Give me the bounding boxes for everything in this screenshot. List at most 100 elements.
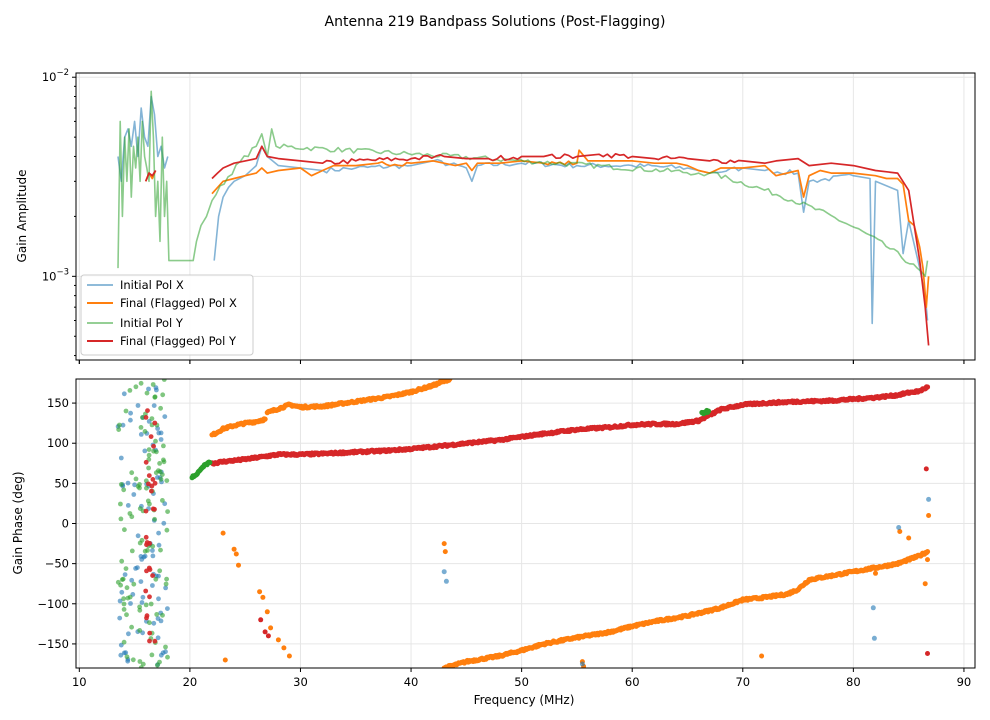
phase-point-final_x — [922, 581, 928, 587]
phase-point-initial_y — [161, 379, 167, 382]
phase-point-initial_y — [121, 639, 127, 645]
phase-point-initial_x — [119, 589, 125, 595]
amplitude-line-initial_y — [117, 90, 929, 278]
phase-point-initial_y — [129, 470, 135, 476]
amplitude-series — [117, 90, 930, 346]
phase-point-initial_x — [896, 525, 902, 530]
phase-x-tick-label: 80 — [846, 675, 861, 689]
phase-point-initial_x — [158, 652, 164, 658]
phase-point-initial_y — [127, 594, 133, 600]
phase-point-final_x — [268, 625, 274, 631]
phase-point-initial_y — [150, 382, 156, 387]
phase-x-tick-label: 90 — [957, 675, 972, 689]
phase-point-initial_x — [158, 437, 164, 442]
phase-point-final_x — [222, 657, 228, 663]
phase-point-initial_y — [152, 516, 158, 522]
phase-point-final_x — [925, 557, 930, 563]
phase-y-tick-label: 150 — [47, 396, 69, 410]
phase-point-initial_y — [129, 548, 135, 554]
phase-point-initial_x — [441, 569, 447, 575]
phase-ticks: 10 20 30 40 50 60 70 80 90 150 100 50 0 −50 −100 −150 — [37, 396, 971, 689]
phase-point-initial_y — [153, 576, 159, 582]
phase-x-tick-label: 10 — [72, 675, 87, 689]
phase-point-final_x — [262, 416, 268, 422]
phase-point-final_y — [262, 629, 268, 635]
phase-point-final_y — [144, 615, 149, 621]
phase-point-initial_x — [127, 417, 133, 423]
phase-y-tick-label: −150 — [37, 637, 69, 651]
phase-point-final_x — [264, 609, 270, 615]
phase-point-final_y — [149, 483, 155, 489]
phase-point-initial_x — [128, 410, 134, 416]
phase-point-initial_y — [144, 390, 150, 396]
phase-x-tick-label: 40 — [404, 675, 419, 689]
phase-point-initial_y — [138, 380, 144, 386]
phase-point-initial_y — [140, 661, 146, 667]
phase-point-initial_y — [137, 628, 143, 633]
figure-title: Antenna 219 Bandpass Solutions (Post-Fla… — [325, 14, 666, 30]
phase-point-final_y — [150, 573, 156, 578]
phase-point-initial_y — [148, 601, 154, 607]
phase-point-initial_x — [163, 585, 169, 591]
phase-panel: 10 20 30 40 50 60 70 80 90 150 100 50 0 −50 −100 −150 G… — [11, 378, 976, 707]
phase-point-initial_x — [158, 618, 164, 624]
phase-point-final_x — [233, 551, 239, 557]
legend-label-initial-pol-x: Initial Pol X — [120, 278, 184, 292]
phase-point-initial_x — [579, 661, 585, 667]
phase-y-axis-label: Gain Phase (deg) — [11, 471, 25, 574]
phase-point-final_x — [897, 529, 903, 534]
phase-point-final_y — [923, 466, 929, 472]
phase-point-initial_y — [164, 478, 170, 483]
phase-point-initial_x — [165, 606, 170, 611]
phase-point-final_y — [152, 506, 157, 512]
phase-point-initial_x — [128, 601, 133, 606]
phase-point-final_y — [150, 477, 156, 482]
phase-point-initial_x — [139, 600, 145, 605]
phase-point-initial_y — [124, 654, 130, 660]
phase-point-initial_y — [138, 665, 144, 668]
phase-point-final_y — [146, 473, 152, 478]
amplitude-y-axis-label: Gain Amplitude — [15, 170, 29, 263]
amplitude-y-tick-label: 10−2 — [42, 68, 69, 84]
phase-point-initial_y — [119, 558, 125, 564]
phase-point-initial_y — [153, 470, 159, 476]
phase-point-initial_y — [142, 429, 148, 434]
phase-point-initial_y — [139, 537, 145, 543]
phase-point-initial_x — [163, 649, 168, 655]
legend-label-initial-pol-y: Initial Pol Y — [120, 316, 184, 330]
phase-x-tick-label: 30 — [293, 675, 308, 689]
phase-point-final_y — [143, 508, 149, 514]
phase-point-initial_y — [143, 602, 149, 608]
phase-point-final_y — [152, 420, 158, 426]
phase-point-initial_x — [123, 650, 129, 656]
phase-y-tick-label: 0 — [62, 517, 69, 531]
phase-point-final_y — [148, 434, 154, 439]
phase-point-initial_y — [160, 498, 165, 503]
frequency-x-axis-label: Frequency (MHz) — [474, 693, 575, 707]
phase-point-initial_y — [158, 476, 164, 482]
phase-point-initial_y — [160, 612, 165, 618]
phase-point-initial_y — [118, 501, 123, 507]
legend-label-final-pol-y: Final (Flagged) Pol Y — [120, 334, 237, 348]
phase-point-initial_y — [160, 392, 166, 398]
phase-point-final_y — [149, 488, 154, 494]
phase-point-final_y — [143, 459, 149, 465]
phase-point-final_y — [151, 443, 157, 449]
phase-point-initial_x — [140, 594, 146, 600]
phase-point-initial_y — [119, 577, 125, 582]
phase-point-initial_y — [118, 482, 124, 487]
phase-point-initial_y — [123, 566, 129, 571]
phase-point-final_y — [265, 633, 271, 639]
phase-point-initial_x — [125, 503, 131, 508]
phase-point-initial_y — [133, 384, 139, 390]
phase-series — [115, 379, 932, 668]
phase-point-initial_y — [157, 461, 163, 466]
phase-point-initial_y — [137, 604, 143, 610]
phase-point-initial_y — [163, 581, 169, 587]
amplitude-y-tick-exponent: −2 — [56, 68, 69, 78]
phase-point-initial_x — [125, 631, 131, 637]
phase-point-initial_y — [154, 612, 160, 617]
phase-point-initial_x — [443, 578, 449, 584]
phase-point-final_y — [146, 481, 151, 487]
phase-point-final_y — [143, 415, 149, 420]
